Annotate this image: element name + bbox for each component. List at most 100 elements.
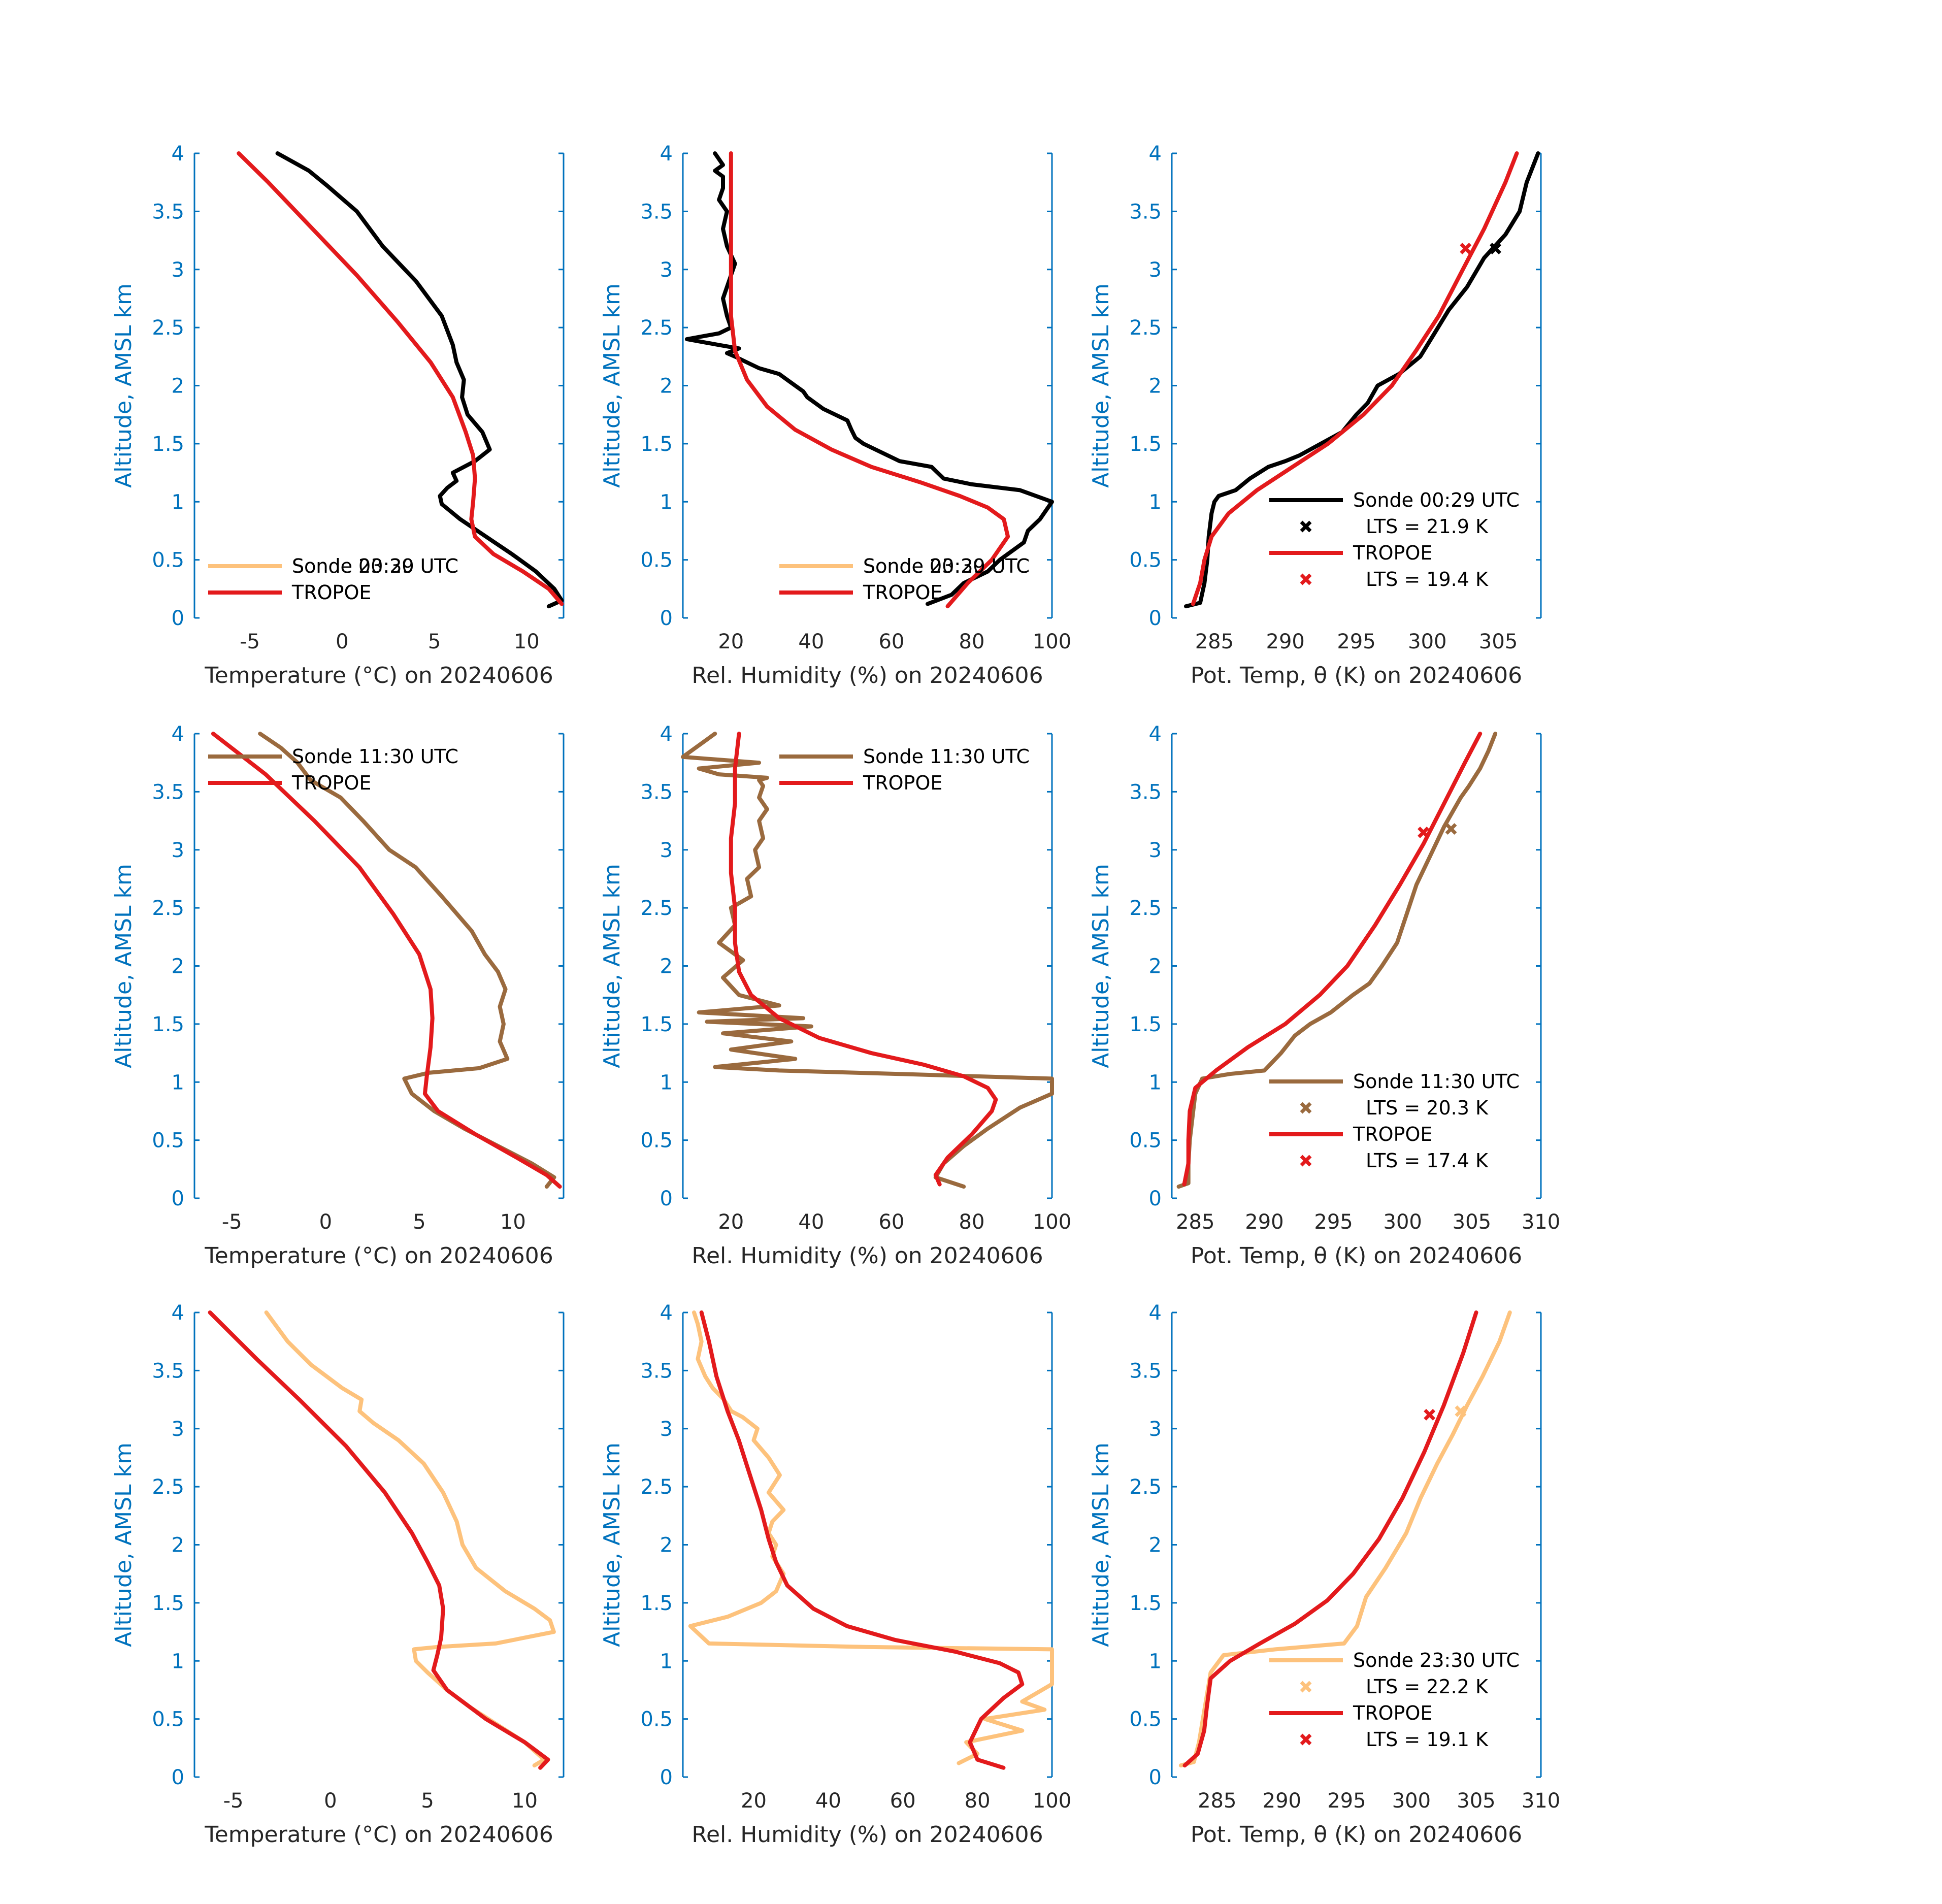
x-tick-label: 5 (428, 630, 441, 653)
x-tick-label: 20 (718, 1210, 744, 1234)
y-tick-label: 2 (660, 1534, 673, 1557)
y-tick-label: 1.5 (1129, 1013, 1162, 1036)
legend-label: Sonde 11:30 UTC (1353, 1070, 1520, 1093)
y-tick-label: 1 (172, 1650, 184, 1673)
x-tick-label: 0 (336, 630, 348, 653)
x-axis-label: Pot. Temp, θ (K) on 20240606 (1191, 663, 1522, 688)
tropoe-line (699, 1310, 1025, 1770)
x-tick-label: 305 (1457, 1789, 1495, 1813)
y-tick-label: 3 (660, 839, 673, 862)
x-tick-label: 300 (1408, 630, 1446, 653)
y-tick-label: 1 (660, 1071, 673, 1094)
x-tick-label: 295 (1337, 630, 1375, 653)
y-tick-label: 2.5 (1129, 1475, 1162, 1499)
y-tick-label: 2 (172, 375, 184, 398)
legend-lts-marker (1300, 573, 1312, 585)
y-tick-label: 3 (1149, 258, 1162, 282)
y-tick-label: 2 (172, 1534, 184, 1557)
y-tick-label: 2.5 (640, 897, 673, 920)
legend-label: TROPOE (1353, 542, 1432, 564)
y-tick-label: 1 (1149, 490, 1162, 514)
x-tick-label: 20 (718, 630, 744, 653)
y-tick-label: 0 (660, 607, 673, 630)
panel-r1-c3: 0 0.5 1 1.5 2 2.5 3 3.5 4 285 290 295 300 305 Altitude… (1088, 142, 1542, 688)
y-tick-label: 0.5 (1129, 1129, 1162, 1153)
legend-lts-label: LTS = 20.3 K (1366, 1097, 1489, 1119)
legend-tropoe-label: TROPOE (863, 581, 942, 604)
x-tick-label: 0 (324, 1789, 337, 1813)
x-tick-label: -5 (240, 630, 260, 653)
y-tick-label: 2.5 (152, 1475, 184, 1499)
legend-sonde-label: Sonde 00:29 UTC (863, 555, 1030, 577)
sonde-line (684, 151, 1054, 606)
x-tick-label: 290 (1245, 1210, 1283, 1234)
y-tick-label: 3 (660, 1418, 673, 1441)
y-tick-label: 4 (1149, 1301, 1162, 1325)
tropoe-line (729, 151, 1010, 609)
panel-r2-c2: 0 0.5 1 1.5 2 2.5 3 3.5 4 20 40 60 80 100 Altitude, AM… (599, 723, 1071, 1269)
x-axis-label: Temperature (°C) on 20240606 (204, 1822, 553, 1848)
y-tick-label: 3 (1149, 1418, 1162, 1441)
x-tick-label: 300 (1384, 1210, 1422, 1234)
y-tick-label: 2.5 (640, 1475, 673, 1499)
x-tick-label: 100 (1033, 1789, 1071, 1813)
x-tick-label: 295 (1314, 1210, 1353, 1234)
lts-marker (1424, 1408, 1436, 1421)
tropoe-line (729, 732, 998, 1187)
tropoe-line (208, 1310, 550, 1770)
legend-tropoe-label: TROPOE (291, 581, 371, 604)
legend: Sonde 11:30 UTC LTS = 20.3 K TROPOE LTS = 1… (1269, 1070, 1520, 1172)
y-tick-label: 0 (1149, 607, 1162, 630)
x-tick-label: 60 (878, 630, 904, 653)
y-tick-label: 2 (1149, 375, 1162, 398)
x-tick-label: 305 (1453, 1210, 1491, 1234)
y-tick-label: 3.5 (152, 780, 184, 804)
sonde-line (1184, 151, 1540, 609)
legend-sonde-label: Sonde 23:30 UTC (863, 555, 1030, 577)
x-tick-label: 295 (1327, 1789, 1366, 1813)
legend-lts-label: LTS = 19.1 K (1366, 1728, 1489, 1751)
legend: Sonde 23:30 UTC LTS = 22.2 K TROPOE LTS = 1… (1269, 1649, 1520, 1751)
legend-tropoe-label: TROPOE (863, 772, 942, 794)
x-tick-label: 80 (959, 1210, 985, 1234)
legend-label: Sonde 00:29 UTC (1353, 489, 1520, 511)
y-tick-label: 0 (1149, 1766, 1162, 1789)
lts-marker (1455, 1405, 1467, 1417)
legend-lts-marker (1300, 1681, 1312, 1693)
y-tick-label: 3 (172, 258, 184, 282)
x-tick-label: 10 (500, 1210, 526, 1234)
y-tick-label: 0.5 (640, 549, 673, 572)
x-tick-label: 60 (878, 1210, 904, 1234)
y-axis-label: Altitude, AMSL km (1088, 1442, 1114, 1647)
y-tick-label: 3 (1149, 839, 1162, 862)
legend-sonde-label: Sonde 00:29 UTC (292, 555, 458, 577)
legend-lts-marker (1300, 1733, 1312, 1746)
sonde-line (1176, 732, 1498, 1189)
y-axis-label: Altitude, AMSL km (599, 1442, 625, 1647)
y-tick-label: 1 (172, 1071, 184, 1094)
x-tick-label: 310 (1522, 1789, 1560, 1813)
y-tick-label: 2.5 (1129, 316, 1162, 340)
lts-marker (1460, 243, 1472, 255)
y-tick-label: 1.5 (152, 1013, 184, 1036)
legend-lts-marker (1300, 1102, 1312, 1114)
y-tick-label: 3.5 (152, 1359, 184, 1383)
legend-lts-marker (1300, 520, 1312, 533)
tropoe-line (1182, 1310, 1478, 1768)
x-tick-label: 40 (815, 1789, 841, 1813)
y-tick-label: 0 (172, 1187, 184, 1210)
y-tick-label: 4 (660, 1301, 673, 1325)
x-tick-label: 290 (1266, 630, 1305, 653)
y-tick-label: 1 (660, 490, 673, 514)
panel-r3-c3: 0 0.5 1 1.5 2 2.5 3 3.5 4 285 290 295 300 305 310 Altit… (1088, 1301, 1560, 1848)
y-tick-label: 2 (172, 955, 184, 978)
y-tick-label: 2.5 (152, 897, 184, 920)
x-axis-label: Rel. Humidity (%) on 20240606 (692, 1822, 1043, 1848)
y-tick-label: 2 (660, 375, 673, 398)
tropoe-line (1191, 151, 1519, 606)
legend-label: TROPOE (1353, 1123, 1432, 1145)
y-tick-label: 4 (1149, 723, 1162, 746)
y-tick-label: 4 (172, 723, 184, 746)
